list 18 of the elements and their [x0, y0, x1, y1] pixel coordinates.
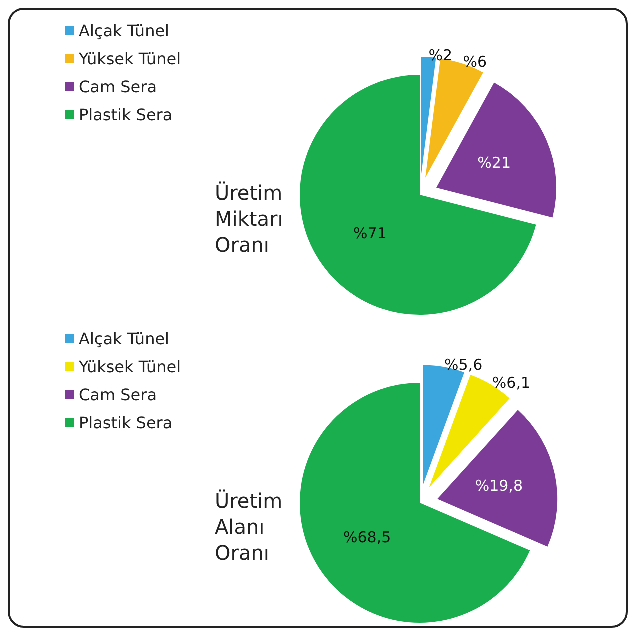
legend-label: Cam Sera: [79, 78, 158, 96]
data-label: %6: [463, 52, 488, 71]
legend-label: Plastik Sera: [79, 106, 173, 124]
legend-label: Yüksek Tünel: [78, 358, 182, 376]
legend-label: Alçak Tünel: [79, 22, 170, 40]
data-label: %5,6: [444, 356, 483, 374]
text: Üretim Miktarı Oranı: [215, 181, 284, 257]
data-label: %71: [354, 224, 387, 243]
legend-label: Alçak Tünel: [79, 330, 170, 348]
legend-label: Yüksek Tünel: [78, 50, 182, 68]
data-label: %2: [428, 46, 453, 64]
legend-label: Plastik Sera: [79, 414, 173, 432]
data-label: %21: [478, 154, 512, 172]
legend-label: Cam Sera: [79, 386, 158, 404]
data-label: %68,5: [344, 528, 392, 547]
data-label: %19,8: [475, 476, 523, 495]
text: Üretim Alanı Oranı: [215, 489, 283, 565]
data-label: %6,1: [492, 374, 531, 392]
